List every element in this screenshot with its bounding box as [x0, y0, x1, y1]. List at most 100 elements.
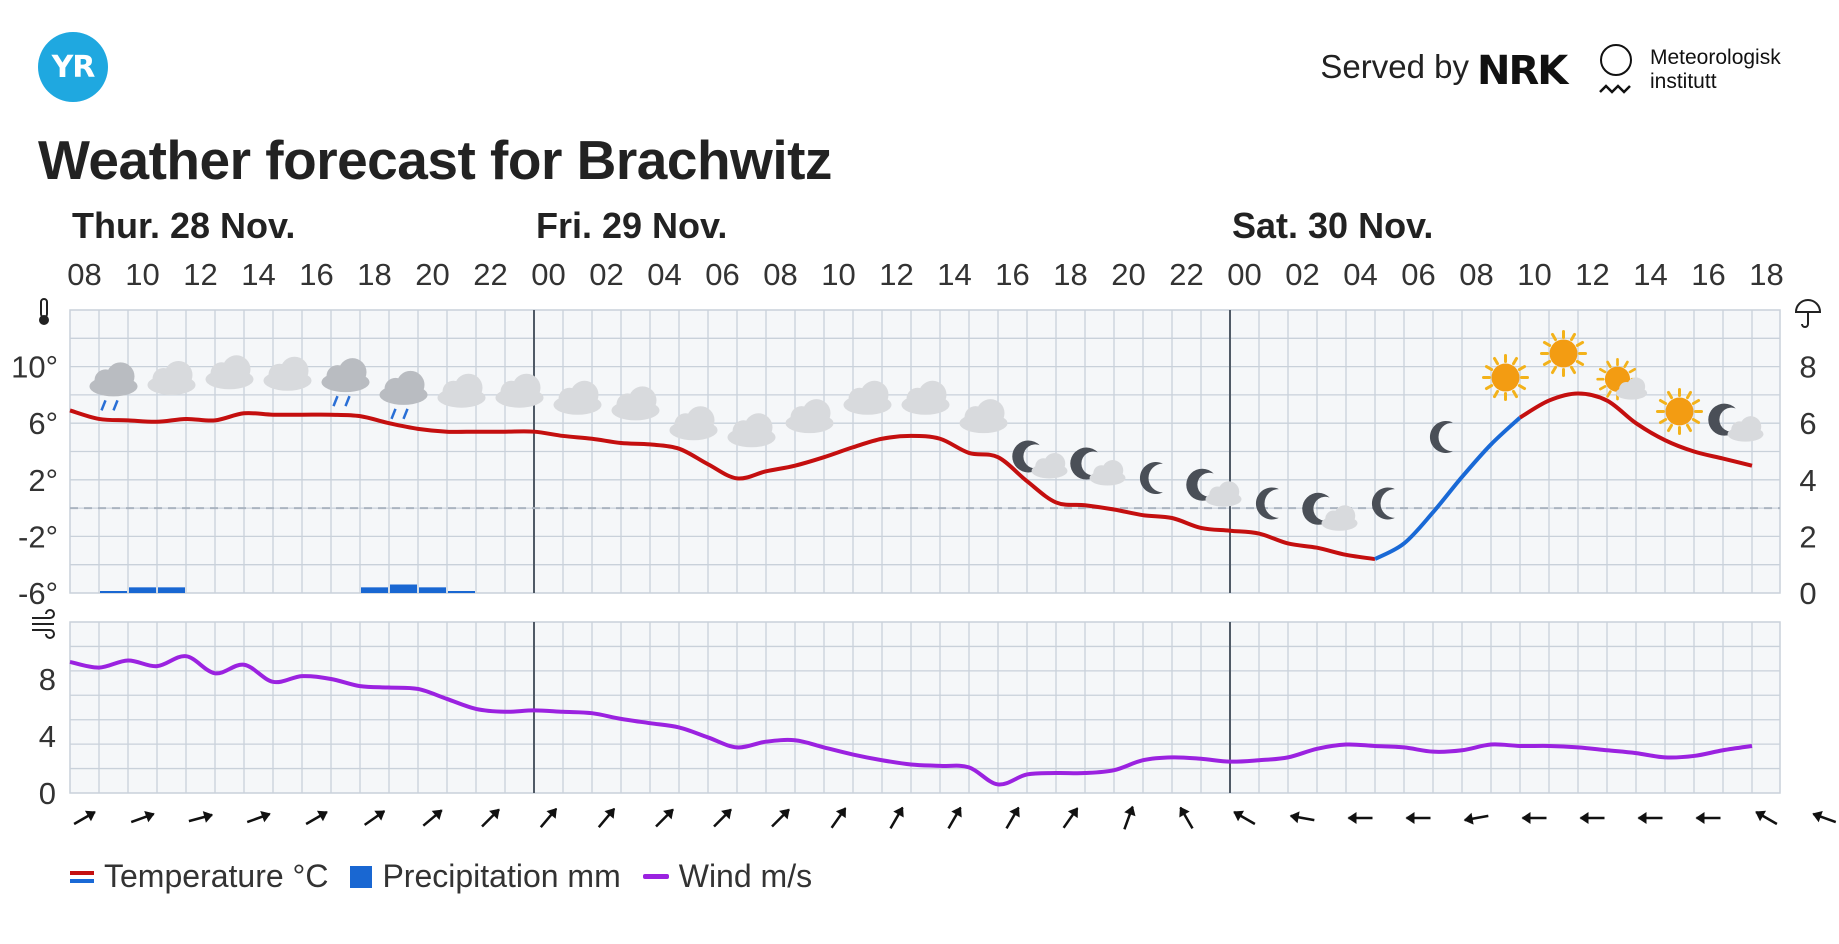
clear-night-icon [1429, 420, 1453, 453]
clear-night-icon [1255, 487, 1279, 520]
met-line-2: institutt [1650, 70, 1717, 93]
wind-direction-arrow [1289, 811, 1315, 824]
hour-tick-label: 22 [473, 257, 507, 292]
temperature-grid [69, 309, 1781, 594]
partly-cloudy-night-icon [1186, 468, 1242, 507]
cloudy-icon [437, 373, 486, 408]
precipitation-bar [390, 584, 417, 593]
umbrella-icon [1794, 299, 1822, 328]
served-by-label: Served by [1320, 48, 1469, 85]
hour-tick-label: 14 [1633, 257, 1667, 292]
wind-direction-arrow [1005, 806, 1020, 830]
hour-tick-label: 20 [415, 257, 449, 292]
wind-direction-arrow [830, 807, 847, 829]
wind-direction-arrow [188, 811, 214, 823]
wind-direction-arrow [539, 808, 558, 828]
light-rain-icon [89, 362, 138, 411]
hour-tick-label: 10 [821, 257, 855, 292]
met-institute-label: Meteorologisk institutt [1650, 46, 1781, 94]
temperature-line-warm [69, 408, 1376, 562]
day-label-0: Thur. 28 Nov. [72, 205, 295, 246]
wind-direction-arrow [597, 808, 616, 828]
cloudy-icon [205, 355, 254, 390]
wind-swatch [642, 874, 669, 879]
cloudy-icon [263, 356, 312, 391]
wind-direction-arrow [130, 810, 155, 824]
temperature-line-warm [1518, 391, 1753, 468]
hour-tick-label: 14 [937, 257, 971, 292]
hour-tick-label: 14 [241, 257, 275, 292]
hour-tick-label: 10 [125, 257, 159, 292]
precipitation-tick-label: 0 [1799, 576, 1816, 611]
cloudy-icon [147, 360, 196, 395]
hour-tick-label: 16 [995, 257, 1029, 292]
hour-tick-label: 02 [589, 257, 623, 292]
wind-direction-arrow [771, 808, 790, 828]
wind-direction-arrow [1637, 812, 1663, 824]
temperature-tick-label: -2° [18, 519, 58, 554]
partly-cloudy-night-icon [1012, 440, 1068, 479]
wind-direction-arrow [246, 810, 271, 824]
day-label-2: Sat. 30 Nov. [1232, 205, 1433, 246]
precipitation-bar [158, 587, 185, 593]
partly-cloudy-night-icon [1708, 403, 1764, 442]
wind-direction-arrow [713, 808, 732, 828]
hour-tick-label: 12 [183, 257, 217, 292]
temperature-tick-label: 10° [11, 350, 58, 385]
hour-tick-label: 16 [1691, 257, 1725, 292]
partly-cloudy-night-icon [1070, 447, 1126, 486]
light-rain-icon [379, 370, 428, 420]
hour-tick-label: 08 [763, 257, 797, 292]
wind-direction-arrow [1579, 812, 1605, 824]
cloudy-icon [553, 380, 602, 415]
temperature-swatch [70, 870, 94, 883]
hour-tick-label: 08 [67, 257, 101, 292]
cloudy-icon [727, 413, 776, 448]
wind-direction-arrow [1179, 806, 1194, 830]
wind-direction-arrow [1812, 810, 1837, 824]
partly-cloudy-night-icon [1302, 492, 1358, 531]
precipitation-bar [100, 591, 127, 593]
hour-tick-label: 04 [647, 257, 681, 292]
met-wave-icon [1599, 84, 1631, 94]
wind-direction-arrow [947, 806, 962, 830]
clear-sun-icon [1540, 329, 1587, 377]
hour-tick-label: 18 [1053, 257, 1087, 292]
partly-cloudy-day-icon [1596, 358, 1648, 401]
cloudy-icon [901, 380, 950, 415]
met-sun-icon [1600, 44, 1632, 76]
page-title: Weather forecast for Brachwitz [38, 129, 832, 191]
hour-tick-label: 12 [1575, 257, 1609, 292]
wind-direction-arrow [305, 810, 328, 826]
temperature-line-cold [1374, 416, 1522, 561]
legend-temperature-label: Temperature °C [104, 858, 329, 894]
legend-temperature: Temperature °C [70, 858, 328, 895]
chart-legend: Temperature °C Precipitation mm Wind m/s [70, 858, 834, 895]
wind-tick-label: 8 [39, 662, 56, 697]
hour-tick-label: 06 [1401, 257, 1435, 292]
thermometer-icon [39, 298, 49, 325]
hour-tick-label: 16 [299, 257, 333, 292]
cloudy-icon [611, 386, 660, 421]
legend-precipitation: Precipitation mm [350, 858, 621, 895]
wind-direction-arrow [655, 808, 674, 828]
wind-direction-arrow [1695, 812, 1721, 824]
wind-icon [32, 609, 55, 639]
wind-direction-arrow [1062, 807, 1079, 829]
hour-tick-label: 04 [1343, 257, 1377, 292]
temperature-tick-label: 2° [28, 463, 58, 498]
hour-tick-label: 08 [1459, 257, 1493, 292]
wind-tick-label: 4 [39, 719, 56, 754]
hour-tick-label: 18 [357, 257, 391, 292]
wind-direction-arrow [1755, 810, 1778, 826]
clear-night-icon [1139, 462, 1163, 495]
wind-direction-arrow [481, 808, 500, 828]
precipitation-bar [448, 591, 475, 593]
temperature-tick-label: 6° [28, 406, 58, 441]
precipitation-tick-label: 6 [1799, 406, 1816, 441]
hour-tick-label: 18 [1749, 257, 1783, 292]
hour-tick-label: 12 [879, 257, 913, 292]
wind-direction-arrow [363, 810, 386, 826]
day-label-1: Fri. 29 Nov. [536, 205, 727, 246]
